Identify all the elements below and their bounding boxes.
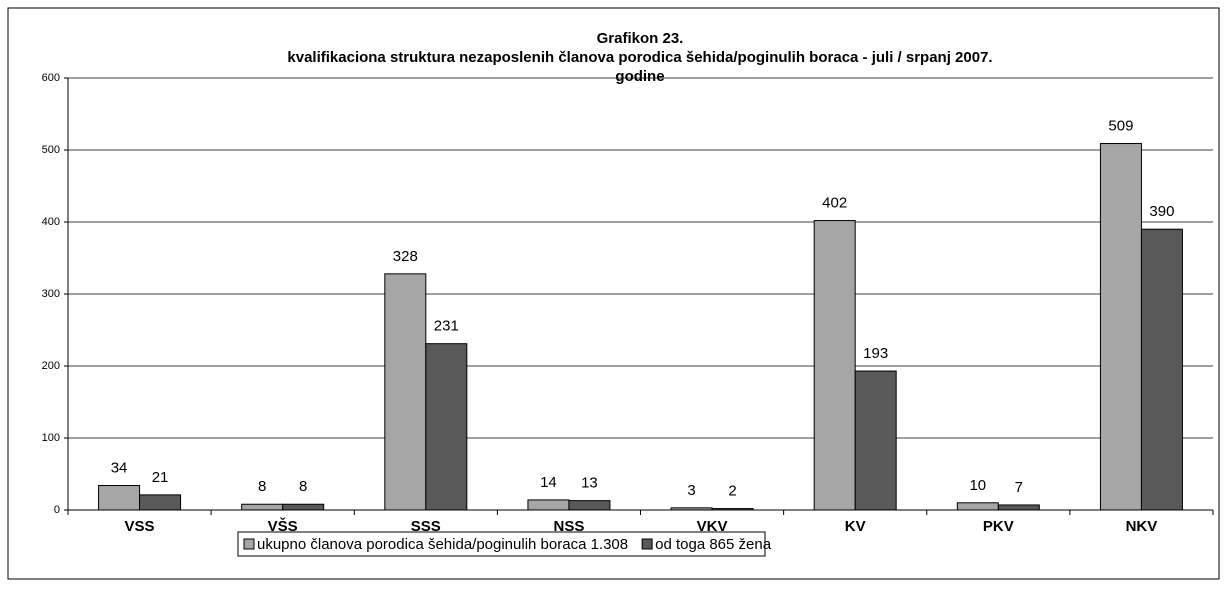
x-tick-label: NKV bbox=[1126, 518, 1158, 535]
bar bbox=[1099, 143, 1142, 511]
bar bbox=[241, 503, 284, 511]
x-tick-label: KV bbox=[845, 518, 866, 535]
bar bbox=[854, 370, 897, 511]
bar bbox=[98, 485, 141, 511]
bar bbox=[425, 343, 468, 511]
value-label: 34 bbox=[111, 459, 128, 476]
chart-title: godine bbox=[615, 68, 664, 85]
value-label: 2 bbox=[728, 483, 736, 500]
bar bbox=[568, 500, 611, 511]
value-label: 3 bbox=[687, 482, 695, 499]
value-label: 14 bbox=[540, 474, 557, 491]
x-tick-label: PKV bbox=[983, 518, 1014, 535]
value-label: 509 bbox=[1108, 117, 1133, 134]
bar bbox=[1140, 228, 1183, 511]
bar bbox=[527, 499, 570, 511]
bar bbox=[282, 503, 325, 511]
chart-title: kvalifikaciona struktura nezaposlenih čl… bbox=[287, 49, 992, 66]
value-label: 13 bbox=[581, 475, 598, 492]
legend-swatch bbox=[243, 538, 255, 550]
x-tick-label: VSS bbox=[125, 518, 155, 535]
value-label: 231 bbox=[434, 318, 459, 335]
y-tick-label: 600 bbox=[42, 72, 60, 84]
value-label: 10 bbox=[969, 477, 986, 494]
y-tick-label: 300 bbox=[42, 288, 60, 300]
y-tick-label: 500 bbox=[42, 144, 60, 156]
value-label: 7 bbox=[1015, 479, 1023, 496]
value-label: 402 bbox=[822, 195, 847, 212]
x-tick-label: VŠS bbox=[268, 517, 298, 535]
value-label: 8 bbox=[299, 478, 307, 495]
legend-label: ukupno članova porodica šehida/poginulih… bbox=[257, 536, 628, 553]
bar bbox=[670, 507, 713, 511]
bar bbox=[813, 220, 856, 511]
chart-title: Grafikon 23. bbox=[597, 30, 684, 47]
value-label: 390 bbox=[1149, 203, 1174, 220]
y-tick-label: 100 bbox=[42, 432, 60, 444]
bar bbox=[711, 508, 754, 511]
legend-box bbox=[237, 531, 766, 557]
chart-border bbox=[7, 7, 1220, 580]
bar bbox=[997, 504, 1040, 511]
bar bbox=[384, 273, 427, 511]
legend-label: od toga 865 žena bbox=[655, 536, 772, 553]
x-tick-label: VKV bbox=[697, 518, 728, 535]
legend-swatch bbox=[641, 538, 653, 550]
y-tick-label: 0 bbox=[54, 504, 60, 516]
bar bbox=[139, 494, 182, 511]
value-label: 8 bbox=[258, 478, 266, 495]
y-tick-label: 200 bbox=[42, 360, 60, 372]
value-label: 21 bbox=[152, 469, 169, 486]
y-tick-label: 400 bbox=[42, 216, 60, 228]
x-tick-label: NSS bbox=[554, 518, 585, 535]
x-tick-label: SSS bbox=[411, 518, 441, 535]
bar bbox=[956, 502, 999, 511]
value-label: 328 bbox=[393, 248, 418, 265]
value-label: 193 bbox=[863, 345, 888, 362]
